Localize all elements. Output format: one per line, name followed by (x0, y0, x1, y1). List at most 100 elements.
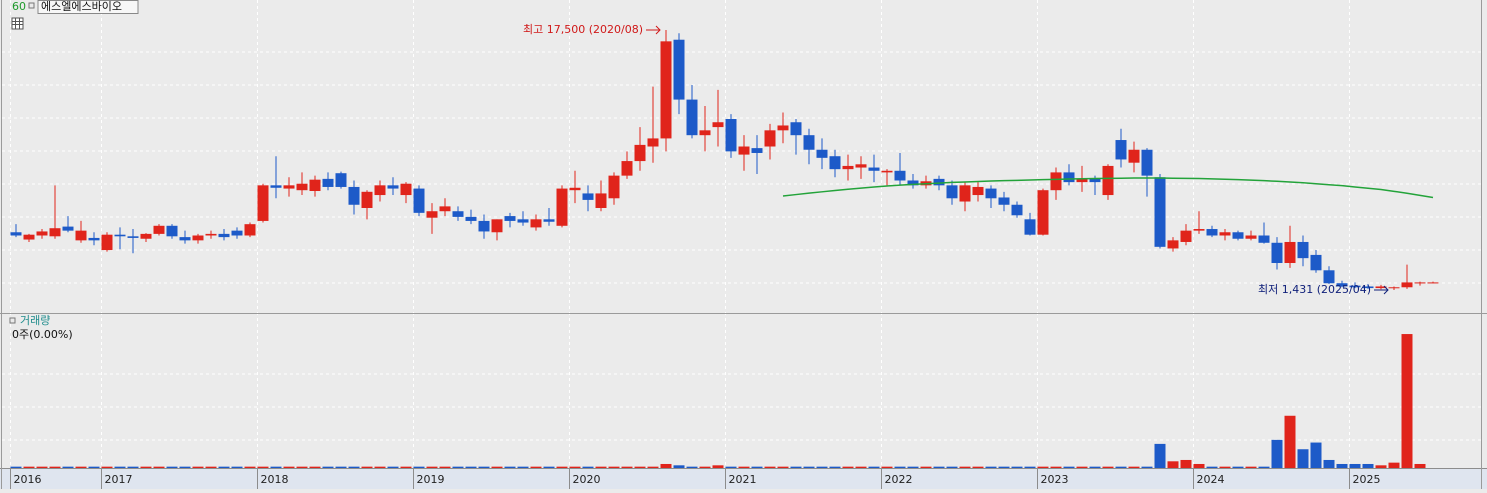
title-box[interactable] (37, 0, 139, 14)
candle-body (439, 206, 451, 212)
volume-bar (1401, 334, 1413, 468)
candle-body (244, 224, 256, 236)
candle-body (517, 219, 529, 223)
volume-bar (478, 466, 490, 468)
volume-bar (348, 466, 360, 468)
volume-bar (426, 466, 438, 468)
volume-bar (491, 466, 503, 468)
volume-bar (1180, 459, 1192, 468)
volume-bar (1349, 463, 1361, 468)
x-tick-label: 2023 (1041, 473, 1069, 486)
high-arrow (646, 25, 661, 35)
candle-body (452, 211, 464, 217)
x-tick-label: 2021 (729, 473, 757, 486)
volume-bar (1011, 466, 1023, 468)
candle-body (1115, 140, 1127, 160)
period-label: 60 (12, 0, 26, 13)
candle-body (1323, 270, 1335, 284)
volume-bar (764, 466, 776, 468)
volume-bar (1310, 442, 1322, 468)
candle-body (1349, 285, 1361, 288)
low-arrow (1374, 285, 1389, 295)
candle-body (1232, 232, 1244, 239)
x-tick-label: 2020 (573, 473, 601, 486)
volume-bar (1076, 466, 1088, 468)
candle-body (1141, 149, 1153, 176)
high-label: 최고 17,500 (2020/08) (523, 23, 643, 36)
volume-bar (920, 466, 932, 468)
volume-bar (231, 466, 243, 468)
volume-bar (1375, 465, 1387, 468)
volume-bar (114, 466, 126, 468)
candle-body (829, 156, 841, 170)
volume-bar (179, 466, 191, 468)
volume-bar (270, 466, 282, 468)
x-axis-bar (0, 469, 1487, 489)
candle-body (959, 185, 971, 202)
volume-bar (1362, 463, 1374, 468)
volume-bar (530, 466, 542, 468)
candle-body (1271, 242, 1283, 264)
volume-bar (725, 466, 737, 468)
candle-body (335, 173, 347, 187)
volume-bar (1297, 449, 1309, 468)
candle-body (491, 219, 503, 233)
volume-bar (1388, 462, 1400, 468)
volume-bar (894, 466, 906, 468)
volume-bar (634, 466, 646, 468)
volume-bar (153, 466, 165, 468)
volume-bar (1167, 461, 1179, 468)
candle-body (1245, 235, 1257, 239)
volume-bar (283, 466, 295, 468)
candle-body (36, 231, 48, 236)
volume-icon (9, 317, 16, 324)
candle-body (582, 193, 594, 200)
volume-bar (1115, 466, 1127, 468)
x-tick-label: 2022 (885, 473, 913, 486)
candle-body (1076, 178, 1088, 183)
candle-body (387, 185, 399, 189)
volume-bar (374, 466, 386, 468)
candle-body (400, 183, 412, 196)
candle-body (972, 186, 984, 196)
candle-body (1037, 190, 1049, 235)
volume-bar (946, 466, 958, 468)
candle-body (374, 185, 386, 196)
candle-body (699, 130, 711, 136)
candle-body (998, 197, 1010, 205)
volume-bar (556, 466, 568, 468)
volume-status: 0주(0.00%) (12, 328, 73, 341)
table-icon[interactable] (11, 17, 24, 30)
volume-bar (517, 466, 529, 468)
candle-body (1427, 282, 1439, 284)
volume-bar (1258, 466, 1270, 468)
volume-bar (1063, 466, 1075, 468)
x-tick-label: 2019 (417, 473, 445, 486)
volume-bar (738, 466, 750, 468)
volume-bar (322, 466, 334, 468)
volume-bar (387, 466, 399, 468)
table-icon-lines (12, 18, 23, 29)
low-label: 최저 1,431 (2025/04) (1258, 283, 1371, 296)
candle-body (88, 237, 100, 241)
candle-body (23, 234, 35, 240)
volume-bar (907, 466, 919, 468)
candle-body (621, 161, 633, 176)
candle-body (1167, 240, 1179, 249)
candle-body (1011, 204, 1023, 216)
candle-body (478, 220, 490, 232)
candle-body (673, 39, 685, 100)
candle-body (1388, 287, 1400, 289)
candle-body (75, 230, 87, 241)
volume-bar (582, 466, 594, 468)
candle-body (179, 237, 191, 241)
candle-body (868, 167, 880, 171)
candle-body (283, 185, 295, 189)
candle-body (855, 164, 867, 168)
volume-bar (660, 463, 672, 468)
x-tick-label: 2017 (105, 473, 133, 486)
volume-bar (504, 466, 516, 468)
volume-bar (1271, 439, 1283, 468)
volume-bar (296, 466, 308, 468)
